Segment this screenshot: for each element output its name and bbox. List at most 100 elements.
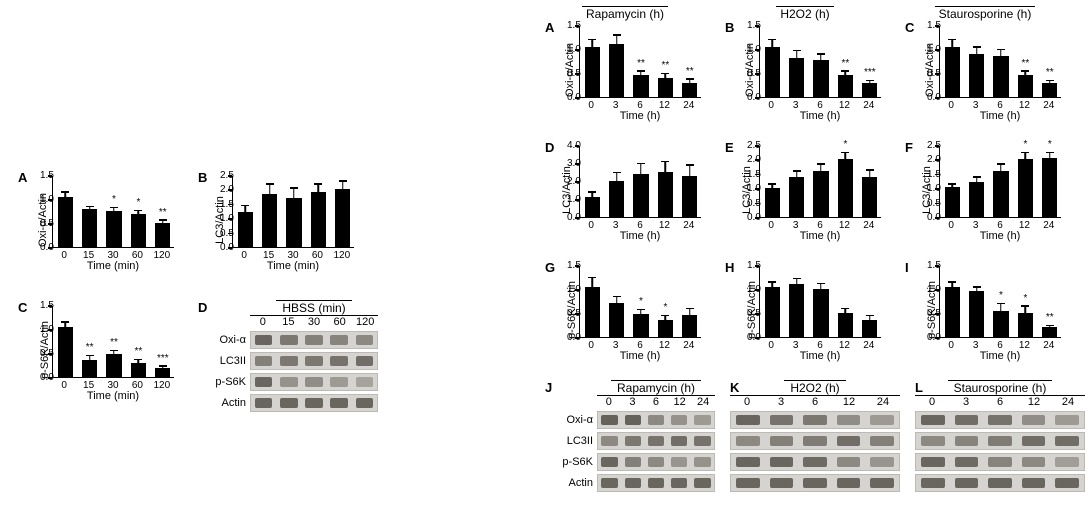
y-axis-label: LC3/Actin [214, 196, 226, 244]
bar [993, 311, 1008, 337]
error-bar [640, 163, 642, 174]
blot-band [870, 436, 894, 446]
y-tick-mark [935, 97, 939, 99]
blot-band [837, 478, 861, 488]
significance-marker: ** [159, 207, 167, 218]
blot-lane [250, 331, 378, 349]
y-tick-mark [935, 145, 939, 147]
error-cap [768, 281, 776, 283]
bars-group: ** [580, 266, 701, 337]
error-bar [1025, 306, 1027, 313]
western-blot: Staurosporine (h)0361224 [915, 380, 1085, 492]
blot-row-label: p-S6K [545, 456, 597, 468]
bar [633, 314, 648, 337]
right-panel-D: D 0.01.02.03.04.0LC3/Actin0361224Time (h… [545, 140, 705, 240]
blot-timepoint: 24 [866, 396, 900, 408]
bar [765, 47, 780, 97]
bar [765, 287, 780, 337]
x-axis-label: Time (h) [759, 110, 881, 122]
blot-timepoints: 0361224 [915, 395, 1085, 408]
error-cap [866, 80, 874, 82]
blot-band [1055, 436, 1079, 446]
blot-band [694, 457, 710, 467]
y-tick-mark [755, 145, 759, 147]
blot-timepoint: 3 [949, 396, 983, 408]
blot-band [648, 478, 664, 488]
bar [82, 209, 97, 247]
error-cap [661, 73, 669, 75]
blot-lane [915, 411, 1085, 429]
blot-title: Staurosporine (h) [915, 380, 1085, 395]
blot-band [988, 415, 1012, 425]
y-tick-mark [228, 247, 232, 249]
right-panel-C: C Staurosporine (h)****0.00.51.01.5Oxi-α… [905, 20, 1065, 120]
y-tick-mark [575, 163, 579, 165]
error-bar [318, 184, 320, 193]
significance-marker: * [112, 194, 116, 205]
error-bar [342, 181, 344, 190]
blot-band [921, 436, 945, 446]
error-cap [159, 365, 167, 367]
right-panel-A: A Rapamycin (h)******0.00.51.01.5Oxi-α/A… [545, 20, 705, 120]
bar [106, 211, 121, 247]
blot-band [1022, 415, 1046, 425]
blot-band [601, 478, 617, 488]
bars-group: ** [940, 146, 1061, 217]
blot-band [671, 478, 687, 488]
bar [813, 289, 828, 337]
blot-timepoint: 15 [276, 316, 302, 328]
error-cap [948, 281, 956, 283]
blot-band [988, 478, 1012, 488]
bars-group: **** [53, 176, 174, 247]
error-cap [588, 191, 596, 193]
bar-chart: *********0.00.51.01.5p-S6K/Actin01530601… [18, 300, 178, 400]
bar [789, 177, 804, 217]
panel-label: J [545, 380, 552, 395]
blot-row-label: Actin [198, 397, 250, 409]
error-cap [290, 187, 298, 189]
error-cap [997, 49, 1005, 51]
error-cap [134, 359, 142, 361]
blot-band [330, 356, 348, 366]
bar [609, 303, 624, 337]
error-cap [86, 206, 94, 208]
blot-row: Actin [198, 394, 378, 412]
right-panel-L: L Staurosporine (h)0361224 [915, 380, 1085, 492]
plot-area: ** [579, 266, 701, 338]
right-panel-E: E *0.00.51.01.52.02.5LC3/Actin0361224Tim… [725, 140, 885, 240]
blot-band [955, 478, 979, 488]
y-tick-mark [935, 159, 939, 161]
bar [969, 182, 984, 217]
blot-band [870, 457, 894, 467]
blot-timepoint: 0 [250, 316, 276, 328]
blot-band [255, 377, 273, 387]
bar [262, 194, 277, 247]
error-bar [269, 184, 271, 194]
blot-band [330, 335, 348, 345]
error-cap [997, 303, 1005, 305]
bar [682, 176, 697, 217]
bars-group: ****** [580, 26, 701, 97]
y-tick-mark [228, 204, 232, 206]
error-bar [689, 308, 691, 315]
y-tick-mark [935, 265, 939, 267]
y-tick-mark [575, 145, 579, 147]
error-bar [616, 172, 618, 181]
blot-timepoint: 120 [352, 316, 378, 328]
error-cap [686, 164, 694, 166]
blot-band [305, 335, 323, 345]
bar [311, 192, 326, 247]
blot-lane [597, 453, 715, 471]
y-tick-mark [755, 217, 759, 219]
bar [993, 56, 1008, 97]
significance-marker: ** [134, 346, 142, 357]
blot-band [330, 398, 348, 408]
bar-chart: **0.00.51.01.52.02.5LC3/Actin0361224Time… [905, 140, 1065, 240]
bar [58, 327, 73, 377]
bar [993, 171, 1008, 217]
blot-band [330, 377, 348, 387]
significance-marker: *** [864, 67, 876, 78]
y-tick-mark [755, 203, 759, 205]
bar-chart: Staurosporine (h)****0.00.51.01.5Oxi-α/A… [905, 20, 1065, 120]
x-axis-label: Time (h) [759, 230, 881, 242]
